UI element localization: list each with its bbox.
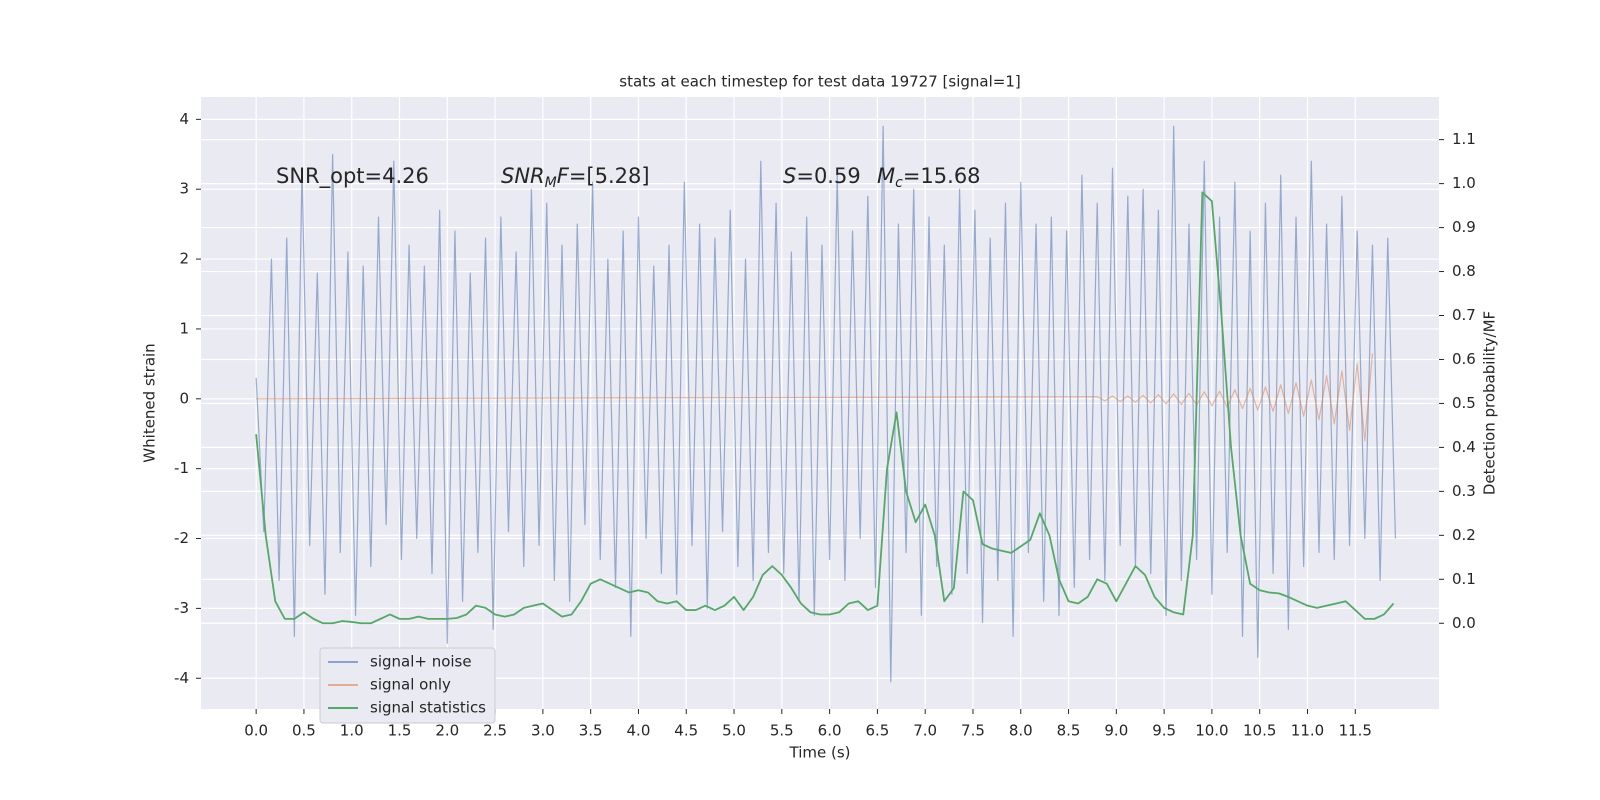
annotation-part: SNR_opt=4.26 xyxy=(276,164,429,189)
y2-tick-label: 0.6 xyxy=(1452,350,1476,368)
x-tick-label: 1.5 xyxy=(388,722,412,740)
annotation-part: F xyxy=(557,164,570,188)
annotation-part: M xyxy=(545,175,557,191)
x-tick-label: 7.5 xyxy=(961,722,985,740)
y2-axis-label: Detection probability/MF xyxy=(1481,311,1499,495)
y2-tick-label: 0.8 xyxy=(1452,262,1476,280)
x-tick-label: 10.0 xyxy=(1195,722,1228,740)
y2-tick-label: 1.1 xyxy=(1452,130,1476,148)
y2-tick-label: 0.2 xyxy=(1452,526,1476,544)
x-tick-label: 0.0 xyxy=(244,722,268,740)
x-axis-label: Time (s) xyxy=(789,744,851,762)
y2-tick-label: 1.0 xyxy=(1452,174,1476,192)
annotation: Mc=15.68 xyxy=(877,164,981,191)
y-tick-label: 4 xyxy=(179,110,189,128)
x-tick-label: 4.0 xyxy=(627,722,651,740)
annotation: SNR_opt=4.26 xyxy=(276,164,429,189)
x-tick-label: 4.5 xyxy=(674,722,698,740)
x-tick-label: 11.5 xyxy=(1339,722,1372,740)
x-tick-label: 8.0 xyxy=(1009,722,1033,740)
y2-tick-label: 0.4 xyxy=(1452,438,1476,456)
x-tick-label: 2.5 xyxy=(483,722,507,740)
y-tick-label: -4 xyxy=(174,669,189,687)
y-tick-label: 1 xyxy=(179,319,189,337)
annotation-part: =[5.28] xyxy=(569,164,650,188)
series-line xyxy=(255,125,1397,683)
x-tick-label: 3.5 xyxy=(579,722,603,740)
y-axis-label: Whitened strain xyxy=(141,343,159,462)
y-tick-label: -3 xyxy=(174,599,189,617)
x-tick-label: 10.5 xyxy=(1243,722,1276,740)
y2-tick-label: 0.5 xyxy=(1452,394,1476,412)
legend-box xyxy=(319,647,496,724)
x-tick-label: 7.0 xyxy=(913,722,937,740)
x-tick-label: 2.0 xyxy=(435,722,459,740)
x-tick-label: 1.0 xyxy=(340,722,364,740)
x-tick-label: 6.5 xyxy=(865,722,889,740)
annotation-part: =0.59 xyxy=(796,164,860,188)
annotation: S=0.59 xyxy=(783,164,861,188)
x-tick-label: 9.5 xyxy=(1152,722,1176,740)
chart-title: stats at each timestep for test data 197… xyxy=(619,73,1020,91)
y-tick-label: -1 xyxy=(174,459,189,477)
annotation-part: =15.68 xyxy=(903,164,981,188)
legend-label: signal only xyxy=(370,676,451,694)
y2-tick-label: 0.9 xyxy=(1452,218,1476,236)
x-tick-label: 5.0 xyxy=(722,722,746,740)
annotation-part: M xyxy=(877,164,895,188)
series-line xyxy=(255,191,1395,625)
y-tick-label: -2 xyxy=(174,529,189,547)
y2-tick-label: 0.3 xyxy=(1452,482,1476,500)
x-tick-label: 5.5 xyxy=(770,722,794,740)
y2-tick-label: 0.7 xyxy=(1452,306,1476,324)
x-tick-label: 0.5 xyxy=(292,722,316,740)
y-tick-label: 2 xyxy=(179,250,189,268)
x-tick-label: 8.5 xyxy=(1057,722,1081,740)
y2-tick-label: 0.1 xyxy=(1452,570,1476,588)
x-tick-label: 6.0 xyxy=(818,722,842,740)
y-tick-label: 3 xyxy=(179,180,189,198)
annotation-part: c xyxy=(895,175,903,191)
series-line xyxy=(256,353,1374,442)
annotation: SNRMF=[5.28] xyxy=(501,164,650,191)
legend-label: signal statistics xyxy=(370,699,486,717)
legend-label: signal+ noise xyxy=(370,653,472,671)
x-tick-label: 3.0 xyxy=(531,722,555,740)
marks xyxy=(255,125,1397,683)
y-tick-label: 0 xyxy=(179,389,189,407)
x-tick-label: 9.0 xyxy=(1104,722,1128,740)
x-tick-label: 11.0 xyxy=(1291,722,1324,740)
annotation-part: SNR xyxy=(501,164,545,188)
annotation-part: S xyxy=(783,164,796,188)
y2-tick-label: 0.0 xyxy=(1452,614,1476,632)
